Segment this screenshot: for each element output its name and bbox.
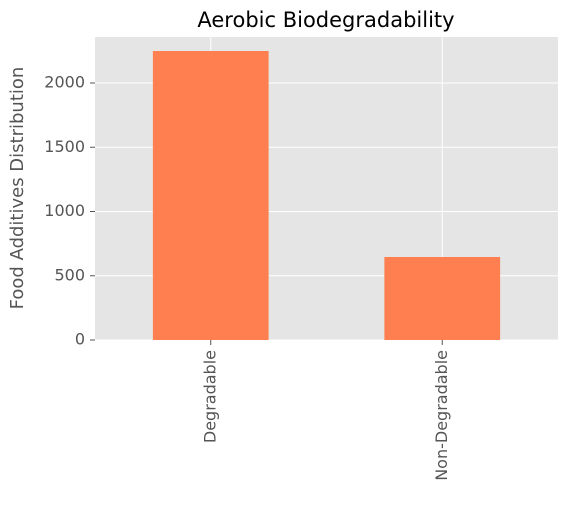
bar (152, 51, 269, 341)
bar (384, 256, 501, 340)
x-tick-label: Non-Degradable (432, 350, 451, 481)
y-tick-label: 500 (54, 265, 85, 284)
y-tick-label: 1500 (44, 137, 85, 156)
chart-title: Aerobic Biodegradability (197, 8, 454, 32)
y-tick-label: 1000 (44, 201, 85, 220)
x-tick-label: Degradable (200, 350, 219, 443)
y-tick-label: 2000 (44, 73, 85, 92)
y-tick-label: 0 (75, 330, 85, 349)
y-axis-label: Food Additives Distribution (7, 67, 28, 310)
